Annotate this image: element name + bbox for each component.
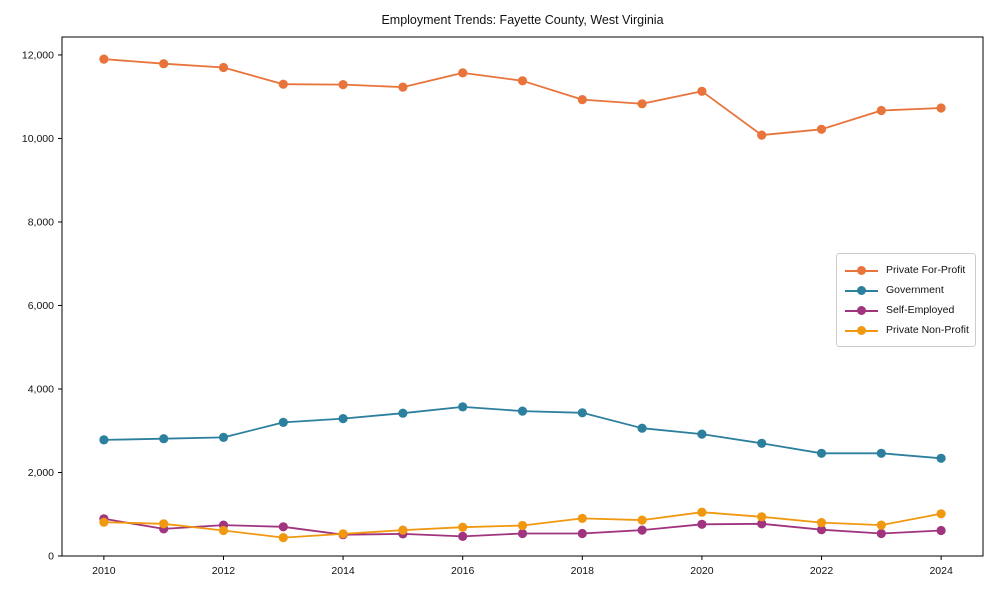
data-point-marker [936,509,946,519]
legend-item-self-employed: Self-Employed [845,300,967,320]
data-point-marker [876,448,886,458]
legend-item-government: Government [845,280,967,300]
data-point-marker [637,525,647,535]
data-point-marker [218,432,229,442]
data-point-marker [517,406,528,416]
data-point-marker [936,453,946,463]
data-point-marker [458,68,468,78]
legend-label: Self-Employed [886,304,955,316]
data-point-marker [159,519,169,529]
legend-label: Government [886,284,944,296]
data-point-marker [278,79,288,89]
data-point-marker [99,517,109,527]
data-point-marker [398,525,408,535]
data-point-marker [338,80,348,90]
data-point-marker [936,525,946,536]
data-point-marker [816,518,827,528]
y-tick-label: 2,000 [28,467,54,479]
data-point-marker [697,86,707,96]
x-tick-label: 2016 [451,565,475,577]
x-tick-label: 2018 [571,565,595,577]
data-point-marker [577,513,587,524]
data-point-marker [338,414,348,424]
series-line [103,58,942,137]
data-point-marker [517,520,528,531]
data-point-marker [637,99,647,109]
data-point-marker [936,103,946,113]
y-tick-label: 0 [48,551,54,563]
data-point-marker [517,528,528,539]
data-point-marker [816,448,827,458]
y-tick-label: 8,000 [28,216,54,228]
data-point-marker [99,54,109,64]
x-tick-label: 2012 [212,565,236,577]
data-point-marker [398,82,408,92]
data-point-marker [99,435,109,445]
data-point-marker [218,62,229,73]
data-point-marker [458,402,468,412]
axes-box [61,36,984,557]
legend-line-marker-icon [845,305,878,315]
data-point-marker [458,531,468,542]
legend-item-private-for-profit: Private For-Profit [845,260,967,280]
data-point-marker [757,438,767,448]
data-point-marker [757,512,767,522]
data-point-marker [278,417,288,427]
chart-title: Employment Trends: Fayette County, West … [381,13,664,27]
data-point-marker [338,529,348,539]
data-point-marker [697,429,707,439]
data-point-marker [577,408,587,418]
legend-label: Private Non-Profit [886,324,969,336]
data-point-marker [637,423,647,433]
legend-item-private-non-profit: Private Non-Profit [845,320,969,340]
data-point-marker [876,105,886,116]
y-tick-label: 10,000 [22,133,54,145]
data-point-marker [159,59,169,69]
y-tick-label: 4,000 [28,383,54,395]
y-tick-label: 12,000 [22,49,54,61]
data-point-marker [577,95,587,105]
data-point-marker [577,528,587,539]
legend-line-marker-icon [845,265,878,275]
x-tick-label: 2022 [810,565,834,577]
legend-line-marker-icon [845,325,878,335]
data-point-marker [757,519,767,529]
data-point-marker [816,525,827,535]
data-point-marker [697,519,707,529]
y-tick-label: 6,000 [28,300,54,312]
data-point-marker [637,515,647,525]
legend-line-marker-icon [845,285,878,295]
data-point-marker [278,533,288,543]
data-point-marker [517,76,528,86]
data-point-marker [458,522,468,532]
data-point-marker [816,124,827,134]
data-point-marker [159,434,169,444]
data-point-marker [697,507,707,517]
data-point-marker [876,528,886,539]
legend: Private For-Profit Government Self-Emplo… [836,253,976,347]
x-tick-label: 2024 [929,565,953,577]
data-point-marker [876,520,886,530]
x-tick-label: 2014 [331,565,355,577]
legend-label: Private For-Profit [886,264,966,276]
x-tick-label: 2010 [92,565,116,577]
data-point-marker [398,408,408,418]
data-point-marker [757,130,767,140]
x-tick-label: 2020 [690,565,714,577]
data-point-marker [278,522,288,532]
data-point-marker [218,525,229,536]
